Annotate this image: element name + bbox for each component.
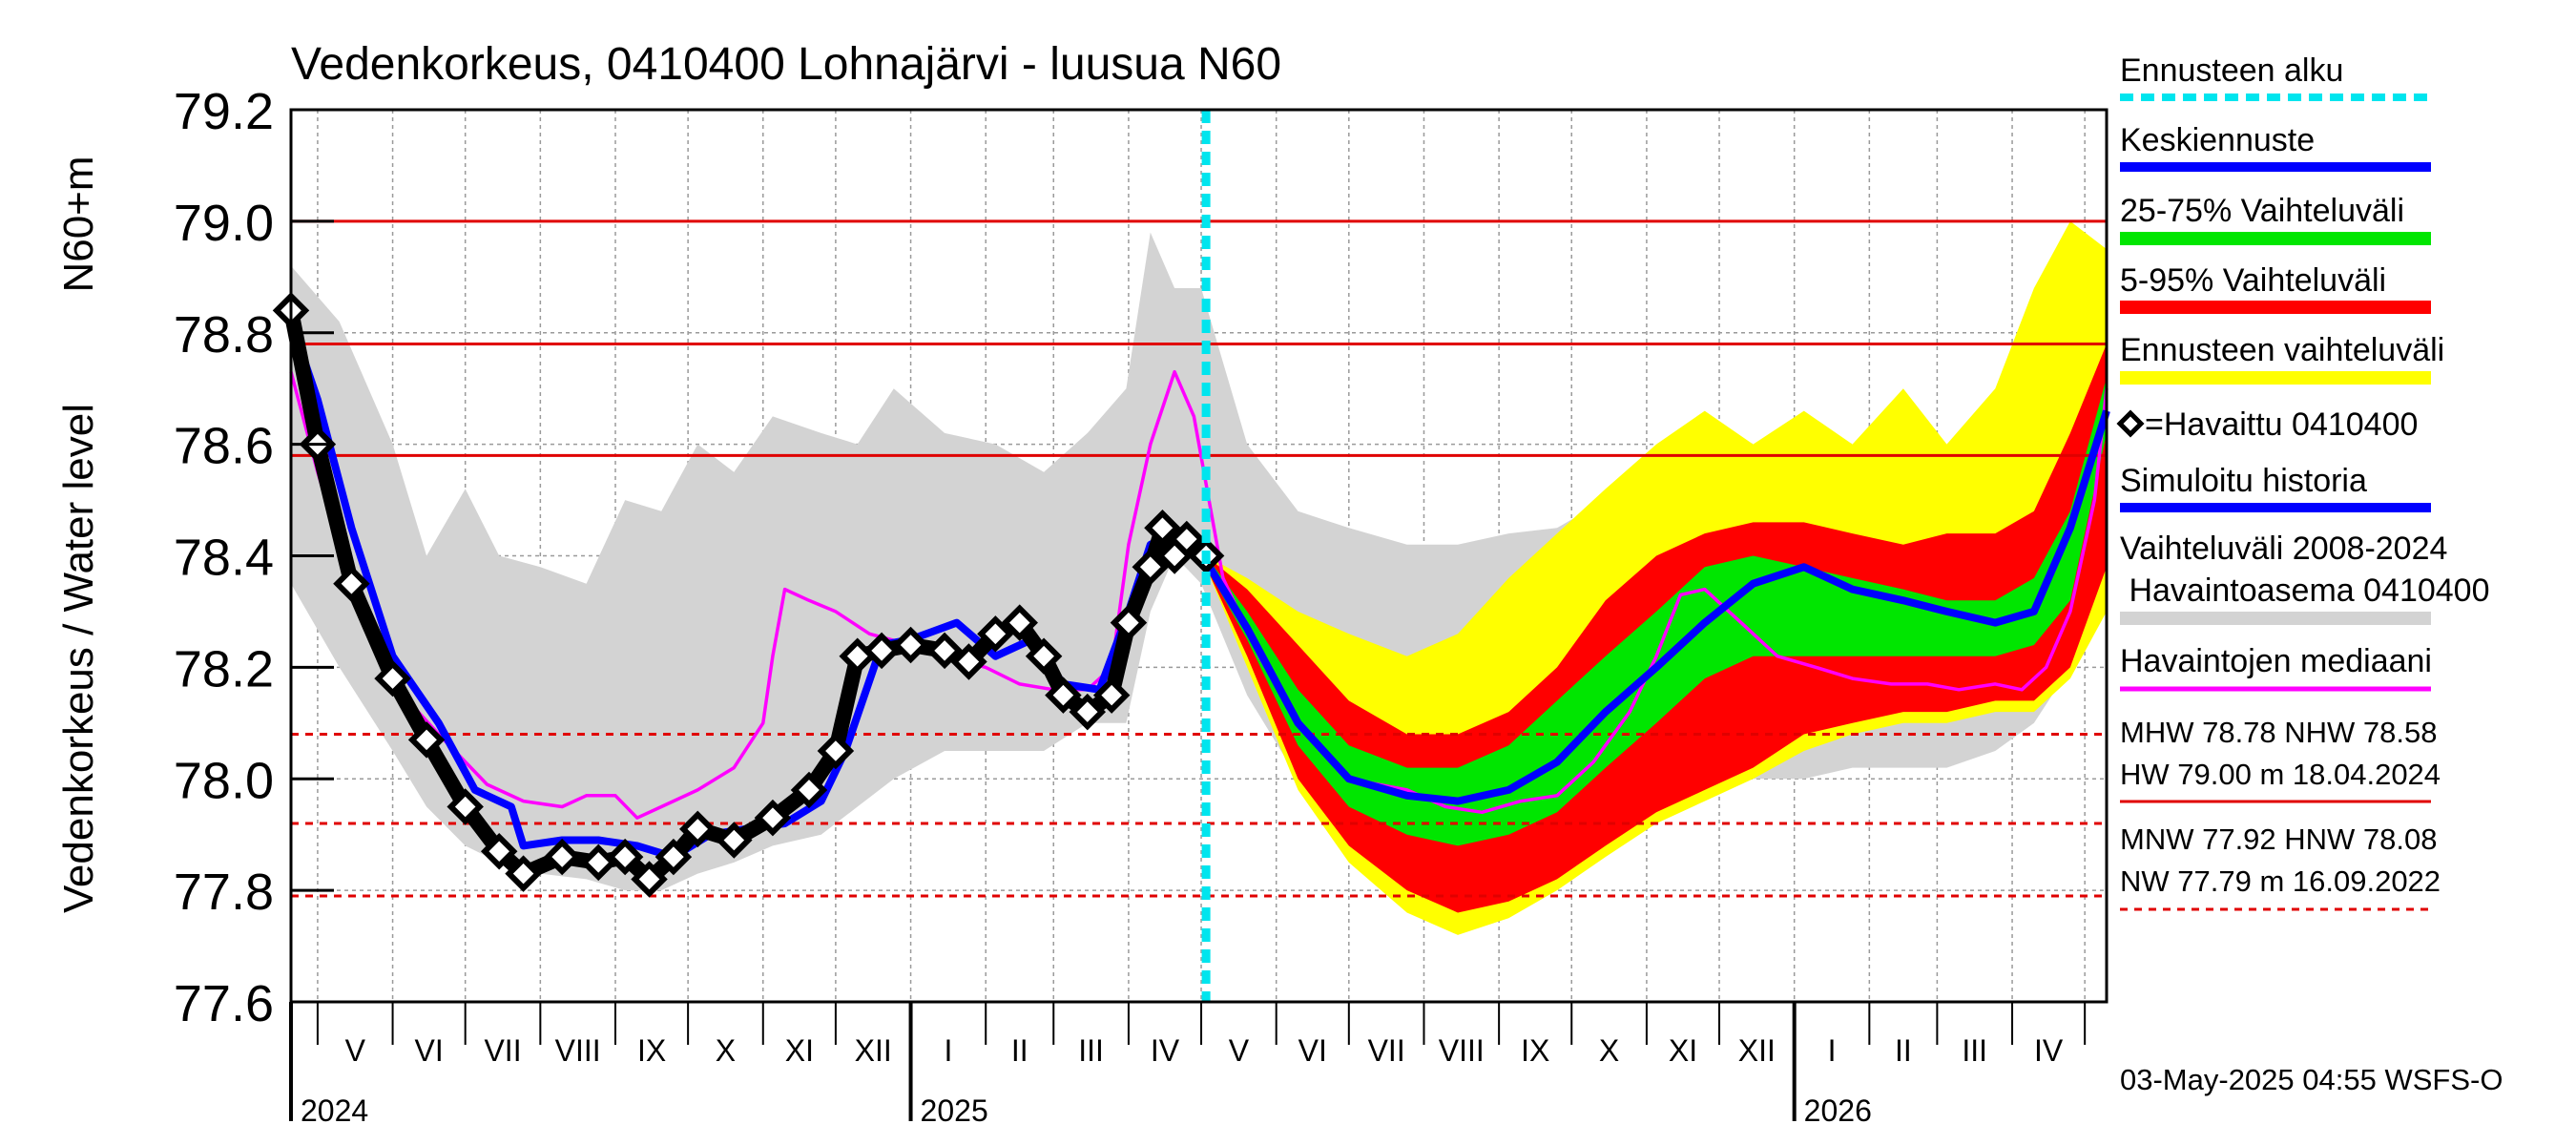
observation-median-line (289, 369, 2109, 820)
x-month-label: IV (1151, 1033, 1180, 1068)
y-tick-label: 79.2 (174, 83, 274, 140)
y-axis-unit-label: N60+m (55, 156, 102, 292)
legend-median-forecast-label: Keskiennuste (2120, 122, 2315, 158)
observed-point (505, 855, 542, 892)
x-month-label: XII (1738, 1033, 1776, 1068)
observed-point (1168, 520, 1206, 558)
x-year-label: 2024 (301, 1093, 368, 1128)
legend-stats-high-1: MHW 78.78 NHW 78.58 (2120, 716, 2438, 749)
observed-point (977, 615, 1014, 653)
median-forecast-line (1202, 409, 2110, 805)
observed-point (950, 643, 987, 680)
legend-forecast-range-label: Ennusteen vaihteluväli (2120, 332, 2444, 368)
x-month-label: IX (1521, 1033, 1549, 1068)
observed-point (716, 822, 753, 859)
x-month-label: V (1229, 1033, 1250, 1068)
observed-point (1132, 548, 1169, 586)
y-tick-label: 78.2 (174, 640, 274, 697)
y-tick-label: 77.8 (174, 864, 274, 921)
x-month-label: XII (855, 1033, 892, 1068)
x-month-label: XI (1669, 1033, 1697, 1068)
x-month-label: II (1895, 1033, 1912, 1068)
observed-point (817, 732, 855, 770)
p25-75-band (1206, 377, 2107, 846)
x-month-label: IX (637, 1033, 666, 1068)
x-month-label: X (716, 1033, 736, 1068)
x-month-label: II (1011, 1033, 1028, 1068)
observed-point (862, 632, 901, 670)
x-month-label: XI (785, 1033, 814, 1068)
x-month-label: III (1078, 1033, 1104, 1068)
x-month-label: VI (1298, 1033, 1327, 1068)
legend-p25-75-label: 25-75% Vaihteluväli (2120, 193, 2404, 229)
observed-point (1001, 604, 1038, 641)
x-month-label: VIII (1439, 1033, 1485, 1068)
observed-point (1110, 604, 1148, 641)
observed-point (925, 632, 964, 670)
legend-stats-low-2: NW 77.79 m 16.09.2022 (2120, 864, 2441, 898)
x-month-label: VIII (555, 1033, 601, 1068)
observed-point (1069, 693, 1107, 731)
series-lines (272, 110, 2110, 1002)
observed-point (606, 838, 644, 876)
legend-p5-95-label: 5-95% Vaihteluväli (2120, 262, 2386, 299)
observed-point (447, 788, 484, 825)
legend-observed-marker (2116, 409, 2145, 438)
observed-point (1045, 677, 1082, 714)
x-month-label: I (1828, 1033, 1837, 1068)
x-year-label: 2026 (1804, 1093, 1872, 1128)
x-month-label: VII (1368, 1033, 1405, 1068)
chart-title: Vedenkorkeus, 0410400 Lohnajärvi - luusu… (291, 39, 1281, 90)
y-tick-label: 78.8 (174, 306, 274, 364)
observed-point (892, 626, 929, 664)
observed-point (754, 799, 792, 837)
observed-point (543, 838, 581, 876)
legend: Ennusteen alku Keskiennuste 25-75% Vaiht… (2116, 52, 2490, 911)
reference-lines (291, 219, 2107, 898)
observed-point (1025, 637, 1063, 675)
legend-simulated-label: Simuloitu historia (2120, 463, 2367, 499)
x-month-label: VII (484, 1033, 521, 1068)
y-tick-label: 77.6 (174, 975, 274, 1032)
legend-forecast-start-label: Ennusteen alku (2120, 52, 2343, 89)
footer-timestamp: 03-May-2025 04:55 WSFS-O (2120, 1063, 2503, 1096)
y-tick-label: 78.6 (174, 418, 274, 475)
x-month-label: I (944, 1033, 952, 1068)
plot-frame (289, 108, 2109, 1004)
legend-obs-median-label: Havaintojen mediaani (2120, 643, 2432, 679)
axes: 77.677.878.078.278.478.678.879.079.2V VI V… (174, 83, 2109, 1128)
legend-history-range-label-1: Vaihteluväli 2008-2024 (2120, 531, 2447, 567)
observed-point (790, 771, 828, 809)
observed-point (333, 565, 370, 602)
x-month-label: X (1599, 1033, 1619, 1068)
legend-history-range-label-2: Havaintoasema 0410400 (2120, 572, 2490, 609)
x-month-label: III (1962, 1033, 1987, 1068)
observed-point (480, 832, 518, 870)
x-year-label: 2025 (921, 1093, 988, 1128)
y-tick-label: 78.4 (174, 530, 274, 587)
x-month-label: VI (415, 1033, 444, 1068)
legend-stats-high-2: HW 79.00 m 18.04.2024 (2120, 758, 2441, 791)
observed-point (1144, 510, 1181, 547)
y-tick-label: 78.0 (174, 752, 274, 809)
observed-point (374, 659, 411, 697)
observed-point (679, 810, 717, 848)
observed-point (1092, 677, 1131, 714)
legend-observed-label: =Havaittu 0410400 (2145, 406, 2418, 443)
y-axis-label: Vedenkorkeus / Water level (55, 404, 102, 913)
observed-point (407, 721, 446, 759)
observed-point (654, 838, 693, 876)
y-tick-label: 79.0 (174, 195, 274, 252)
observed-point (631, 861, 668, 898)
x-month-label: V (345, 1033, 366, 1068)
legend-stats-low-1: MNW 77.92 HNW 78.08 (2120, 822, 2438, 856)
x-month-label: IV (2034, 1033, 2064, 1068)
